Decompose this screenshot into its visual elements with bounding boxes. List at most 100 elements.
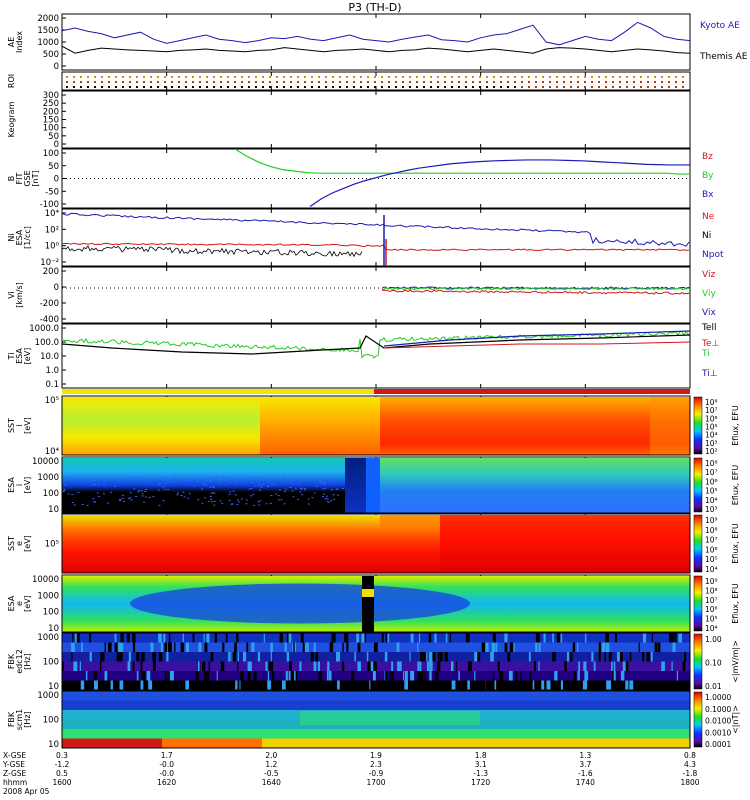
series-line-Tell: [61, 334, 691, 355]
series-line-Viy: [381, 287, 691, 291]
spectrogram-noise: [201, 483, 204, 485]
fbk-band: [62, 652, 690, 662]
spectrogram-noise: [240, 498, 243, 500]
colorbar-tick: 10⁸: [705, 459, 718, 468]
axis-label: Vi: [7, 291, 16, 299]
spectrogram-noise: [256, 477, 259, 479]
spectrogram-noise: [133, 488, 136, 490]
spectrogram-noise: [209, 496, 212, 498]
y-tick-label: 10: [48, 505, 59, 515]
roi-mark: [185, 81, 187, 83]
spectrogram-noise: [303, 489, 306, 491]
roi-mark: [87, 76, 89, 78]
roi-mark: [416, 86, 418, 88]
spectrogram-noise: [157, 483, 160, 485]
axis-label: ROI: [7, 74, 16, 88]
fbk-noise: [327, 661, 330, 671]
roi-mark: [227, 81, 229, 83]
footer-value: 1600: [52, 778, 71, 787]
axis-label: ESA: [15, 348, 24, 364]
fbk-noise: [204, 671, 208, 681]
y-tick-label: 500: [43, 50, 59, 60]
roi-mark: [206, 86, 208, 88]
spectrogram-noise: [289, 487, 292, 489]
roi-mark: [178, 81, 180, 83]
y-tick-label: 2000: [37, 14, 59, 24]
y-tick-label: 10: [48, 740, 59, 750]
spectrogram-noise: [132, 476, 135, 478]
fbk-noise: [492, 633, 496, 643]
roi-mark: [374, 86, 376, 88]
roi-mark: [479, 86, 481, 88]
spectrogram-noise: [258, 504, 261, 506]
fbk-noise: [509, 642, 514, 652]
spectrogram-noise: [311, 497, 314, 499]
roi-mark: [682, 76, 684, 78]
roi-mark: [367, 76, 369, 78]
fbk-noise: [477, 652, 481, 662]
roi-mark: [122, 86, 124, 88]
roi-mark: [171, 76, 173, 78]
spectrogram-noise: [157, 489, 160, 491]
series-line-1: [61, 45, 691, 54]
fbk-noise: [152, 652, 156, 662]
axis-label: ESA: [7, 595, 16, 611]
fbk-noise: [396, 642, 400, 652]
spectrogram-noise: [103, 484, 106, 486]
spectrogram-noise: [143, 501, 146, 503]
fbk-noise: [363, 633, 366, 643]
spectrogram-noise: [240, 481, 243, 483]
footer-value: 1.8: [475, 751, 487, 760]
fbk-noise: [584, 633, 587, 643]
spectrogram-noise: [141, 495, 144, 497]
spectrogram-noise: [103, 479, 106, 481]
fbk-noise: [601, 642, 606, 652]
series-line-Ti-perp: [383, 330, 691, 347]
fbk-noise: [158, 652, 163, 662]
roi-mark: [367, 86, 369, 88]
fbk-noise: [279, 633, 283, 643]
colorbar-label: Eflux, EFU: [731, 523, 740, 564]
spectrogram-noise: [209, 480, 212, 482]
spectrogram-noise: [119, 500, 122, 502]
roi-mark: [626, 81, 628, 83]
spectrogram-noise: [292, 496, 295, 498]
fbk-noise: [650, 652, 653, 662]
fbk-noise: [250, 680, 252, 690]
spectrogram-noise: [324, 487, 327, 489]
roi-mark: [528, 86, 530, 88]
roi-mark: [346, 76, 348, 78]
roi-mark: [164, 81, 166, 83]
roi-mark: [73, 81, 75, 83]
roi-mark: [493, 86, 495, 88]
fbk-noise: [160, 642, 163, 652]
fbk-noise: [75, 633, 77, 643]
roi-mark: [619, 86, 621, 88]
fbk-noise: [104, 671, 108, 681]
roi-mark: [66, 86, 68, 88]
fbk-noise: [164, 671, 169, 681]
axis-label: B: [7, 176, 16, 182]
roi-mark: [654, 86, 656, 88]
fbk-noise: [384, 652, 388, 662]
spectrogram-noise: [140, 490, 143, 492]
roi-mark: [598, 81, 600, 83]
spectrogram-noise: [271, 484, 274, 486]
fbk-noise: [682, 661, 685, 671]
spectrogram-noise: [211, 501, 214, 503]
fbk-noise: [104, 642, 107, 652]
spectrogram-noise: [159, 484, 162, 486]
fbk-noise: [538, 642, 541, 652]
spectrogram-noise: [301, 494, 304, 496]
roi-mark: [416, 76, 418, 78]
panel-fbk_b: FBK scm1 [Hz] 1000 100 10: [7, 690, 691, 750]
colorbar-label: Eflux, EFU: [731, 405, 740, 446]
fbk-noise: [605, 642, 610, 652]
legend-entry: Bx: [702, 190, 714, 200]
footer-value: 1700: [366, 778, 385, 787]
panel-esa_i: ESA i [eV] 10000 1000 100 10: [7, 456, 691, 515]
y-tick-label: 10: [48, 624, 59, 634]
fbk-noise: [85, 671, 88, 681]
fbk-noise: [120, 633, 124, 643]
fbk-noise: [208, 661, 211, 671]
